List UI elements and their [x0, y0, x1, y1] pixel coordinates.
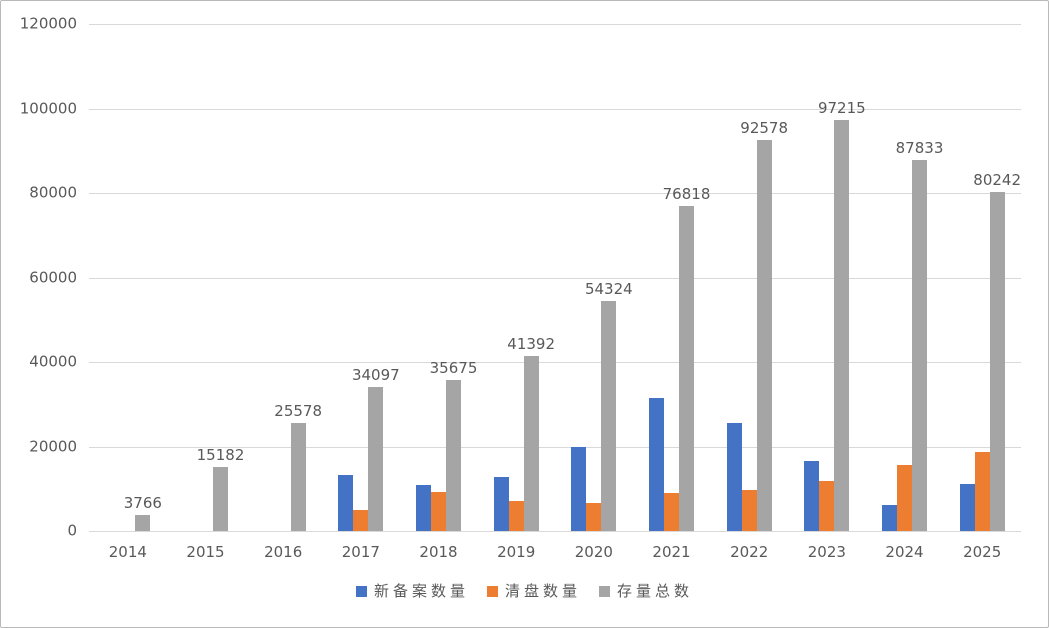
x-axis-tick-label: 2024	[885, 543, 924, 561]
x-axis-tick-label: 2016	[264, 543, 303, 561]
bar-liquidations	[664, 492, 679, 531]
bar-group: 97215	[804, 24, 866, 531]
bar-group: 76818	[649, 24, 710, 531]
legend-label: 清盘数量	[504, 582, 581, 600]
y-axis-tick-label: 60000	[29, 268, 77, 286]
y-axis-tick-label: 0	[67, 521, 77, 540]
bar-total-stock	[135, 515, 151, 531]
bar-new-filings	[493, 477, 509, 531]
y-axis-tick-label: 20000	[29, 437, 77, 455]
bar-value-label: 3766	[123, 494, 162, 513]
bar-group: 92578	[726, 24, 788, 531]
legend-item-new-filings: 新备案数量	[355, 582, 469, 600]
bar-new-filings	[882, 504, 897, 531]
bar-new-filings	[649, 397, 664, 531]
legend-swatch	[486, 586, 498, 597]
bar-total-stock	[213, 466, 228, 531]
legend-item-total-stock: 存量总数	[599, 584, 693, 599]
bar-value-label: 35675	[429, 359, 478, 378]
legend-label: 新备案数量	[373, 582, 469, 600]
bar-total-stock	[912, 159, 927, 531]
bar-new-filings	[726, 423, 742, 531]
x-axis-tick-label: 2020	[574, 543, 613, 561]
legend-item-liquidations: 清盘数量	[486, 582, 581, 600]
bar-value-label: 25578	[274, 401, 323, 420]
bar-total-stock	[989, 191, 1005, 531]
bar-new-filings	[416, 485, 431, 531]
bar-total-stock	[446, 380, 461, 531]
gridline	[89, 362, 1021, 363]
x-axis-tick-label: 2019	[497, 543, 536, 561]
bar-liquidations	[741, 490, 757, 531]
bar-new-filings	[338, 474, 354, 531]
bar-value-label: 92578	[740, 118, 789, 137]
bar-liquidations	[508, 501, 524, 531]
bar-total-stock	[290, 422, 306, 531]
y-axis-tick-label: 80000	[29, 183, 77, 202]
gridline	[89, 531, 1021, 532]
bar-value-label: 97215	[817, 99, 866, 118]
x-axis-tick-label: 2023	[807, 543, 846, 561]
bar-liquidations	[586, 502, 602, 531]
bar-total-stock	[679, 206, 694, 531]
x-axis-tick-label: 2021	[652, 543, 691, 561]
bar-new-filings	[571, 446, 587, 531]
y-axis-tick-label: 120000	[19, 14, 77, 33]
bar-value-label: 87833	[895, 138, 944, 157]
bar-new-filings	[959, 483, 975, 531]
bar-total-stock	[601, 301, 617, 531]
gridline	[89, 446, 1021, 448]
bar-value-label: 76818	[662, 185, 711, 204]
x-axis-tick-label: 2025	[963, 543, 1002, 561]
bar-value-label: 54324	[584, 280, 633, 299]
x-axis-tick-label: 2014	[108, 543, 147, 561]
bar-liquidations	[897, 464, 912, 531]
bar-total-stock	[834, 120, 850, 531]
bar-group: 15182	[183, 24, 244, 531]
bar-total-stock	[368, 386, 384, 531]
x-axis-tick-label: 2015	[186, 543, 225, 561]
legend-swatch	[599, 586, 610, 597]
bar-liquidations	[974, 452, 990, 531]
bar-value-label: 41392	[507, 335, 556, 354]
bar-group: 87833	[882, 24, 943, 531]
gridline	[89, 24, 1021, 25]
bar-total-stock	[756, 139, 772, 531]
plot-area: 0 20000 40000 60000 80000 100000 120000 3766 201…	[20, 16, 1021, 560]
gridline	[89, 193, 1021, 194]
bar-value-label: 15182	[196, 445, 245, 464]
legend-swatch	[355, 586, 367, 597]
gridline	[89, 108, 1021, 110]
bar-liquidations	[819, 480, 835, 531]
y-axis-tick-label: 100000	[19, 99, 77, 117]
x-axis-tick-label: 2018	[419, 543, 458, 561]
legend: 新备案数量 清盘数量 存量总数	[1, 584, 1048, 599]
x-axis-tick-label: 2022	[730, 543, 769, 561]
bar-group: 35675	[416, 24, 477, 531]
bar-group: 3766	[105, 24, 162, 531]
bar-liquidations	[353, 510, 369, 531]
bar-liquidations	[431, 491, 446, 531]
legend-label: 存量总数	[617, 582, 694, 600]
x-axis-tick-label: 2017	[341, 543, 380, 561]
bar-new-filings	[804, 461, 820, 531]
bar-value-label: 80242	[973, 170, 1022, 189]
bar-value-label: 34097	[351, 365, 400, 384]
bar-group: 25578	[261, 24, 322, 531]
gridline	[89, 277, 1021, 279]
y-axis-tick-label: 40000	[29, 352, 77, 371]
bar-group: 80242	[959, 24, 1021, 531]
bar-total-stock	[523, 356, 539, 531]
bar-group: 34097	[338, 24, 400, 531]
bar-group: 41392	[493, 24, 555, 531]
bar-group: 54324	[571, 24, 633, 531]
